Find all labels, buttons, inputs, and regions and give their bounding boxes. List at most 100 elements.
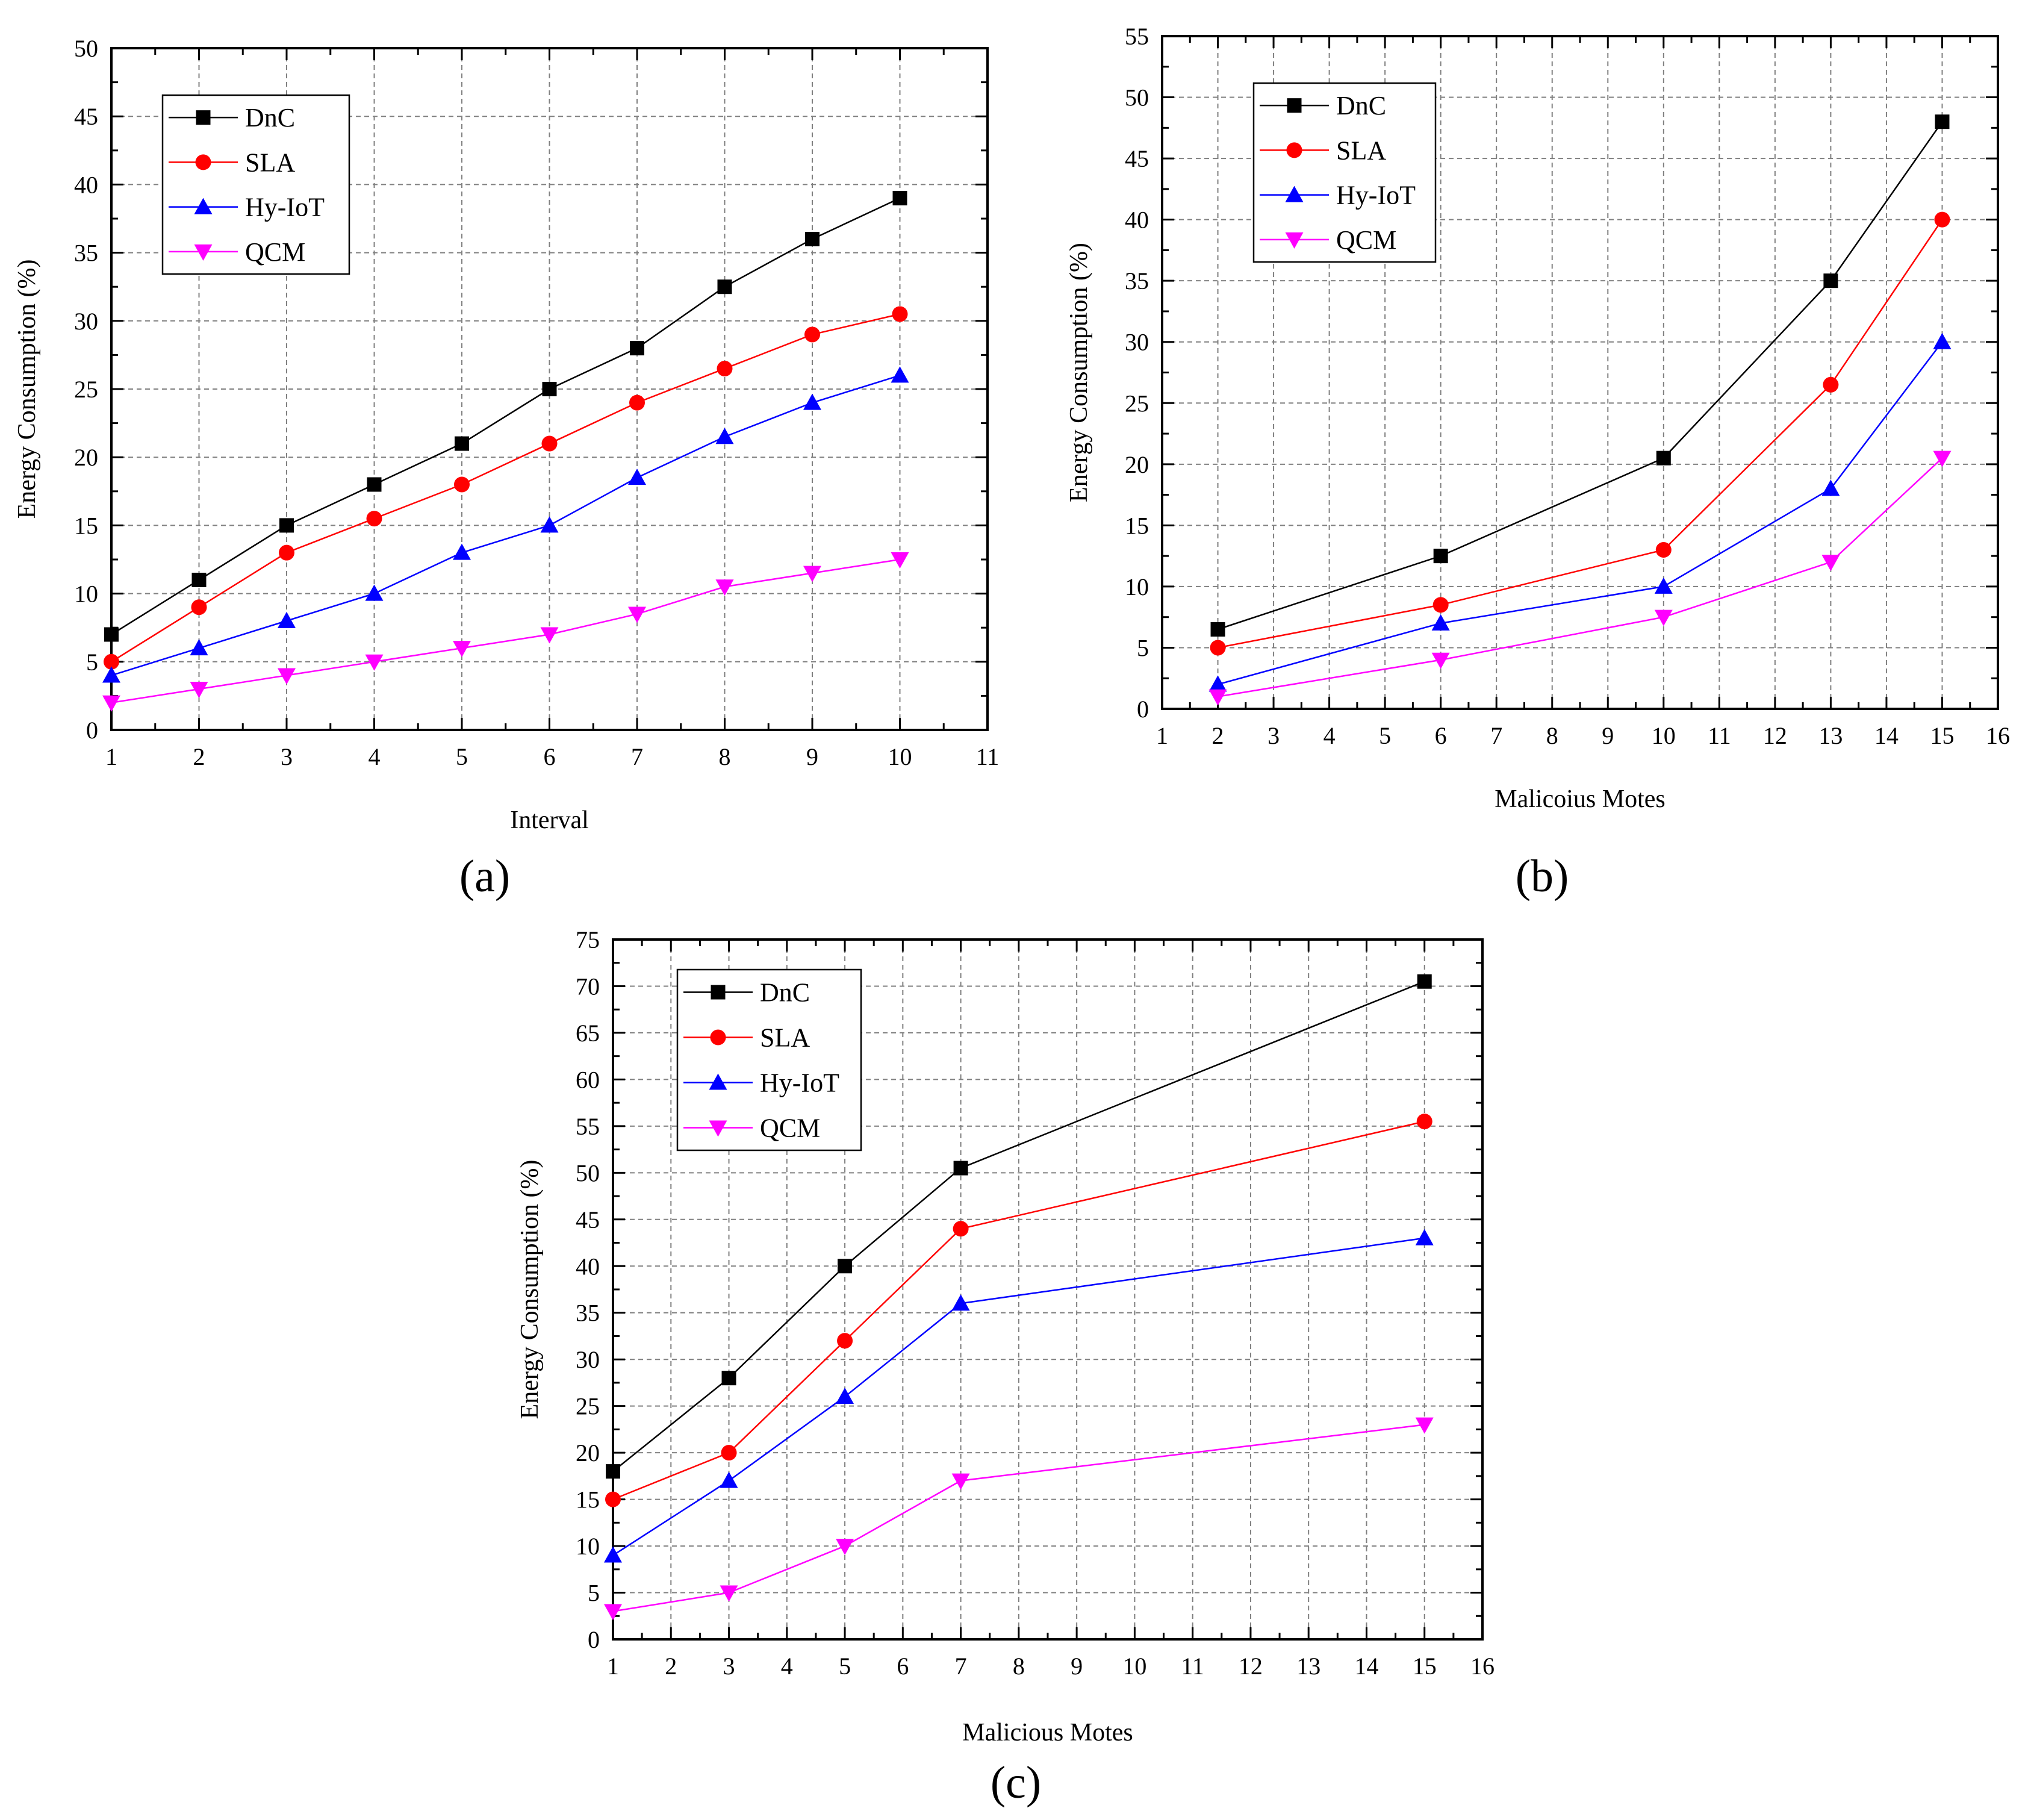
x-tick-label: 4: [781, 1653, 793, 1680]
data-point: [278, 611, 296, 628]
legend-swatch-marker: [711, 985, 726, 1000]
y-tick-label: 10: [576, 1533, 600, 1560]
y-tick-label: 5: [588, 1580, 600, 1607]
series-qcm: [1208, 450, 1952, 706]
chart-panel-b: 1 2 3 4 5 6 7 8 9 10 11 12 13 14 15 1605101520253035404…: [1065, 23, 2010, 902]
x-tick-label: 14: [1874, 722, 1899, 749]
data-point: [717, 361, 733, 377]
data-point: [279, 544, 294, 561]
x-tick-label: 11: [1708, 722, 1731, 749]
y-tick-label: 70: [576, 973, 600, 1000]
x-tick-label: 2: [193, 743, 205, 770]
x-tick-labels: 1 2 3 4 5 6 7 8 9 10 11 12 13 14 15 16: [1156, 722, 2010, 749]
legend-swatch-marker: [194, 244, 213, 261]
data-point: [541, 435, 558, 452]
y-tick-label: 15: [576, 1486, 600, 1513]
legend-label: Hy-IoT: [760, 1068, 839, 1098]
data-point: [542, 382, 557, 396]
y-tick-label: 15: [74, 512, 98, 539]
legend-item-dnc: DnC: [1260, 91, 1386, 120]
legend-item-hy-iot: Hy-IoT: [169, 193, 325, 222]
data-point: [1656, 450, 1671, 466]
panel-label: (c): [991, 1757, 1041, 1808]
y-axis-title: Energy Consumption (%): [13, 260, 41, 519]
x-tick-label: 4: [369, 743, 381, 770]
series-sla: [605, 1114, 1432, 1507]
x-tick-label: 16: [1986, 722, 2010, 749]
data-point: [721, 1371, 736, 1386]
data-point: [606, 1464, 620, 1479]
data-point: [190, 639, 208, 656]
data-point: [1654, 609, 1673, 626]
x-axis-title: Malicious Motes: [962, 1719, 1133, 1747]
legend-swatch-marker: [196, 110, 211, 125]
data-point: [1655, 541, 1672, 558]
y-tick-label: 35: [74, 240, 98, 267]
x-tick-label: 5: [839, 1653, 851, 1680]
x-tick-label: 3: [281, 743, 293, 770]
y-tick-label: 35: [1125, 267, 1149, 295]
series-qcm: [102, 552, 909, 712]
panel-label: (b): [1516, 851, 1569, 902]
data-point: [715, 579, 734, 596]
data-point: [1821, 555, 1840, 572]
data-point: [951, 1294, 970, 1311]
data-point: [1208, 689, 1227, 706]
x-tick-label: 6: [544, 743, 556, 770]
chart-panel-c: 1 2 3 4 5 6 7 8 9 10 11 12 13 14 15 1605101520253035404…: [516, 926, 1495, 1808]
legend-swatch-marker: [1285, 185, 1304, 202]
data-point: [104, 653, 119, 670]
data-point: [1210, 640, 1226, 656]
data-point: [891, 552, 909, 569]
x-tick-label: 10: [1122, 1653, 1146, 1680]
x-tick-labels: 1 2 3 4 5 6 7 8 9 10 11: [105, 743, 999, 770]
x-tick-label: 6: [1435, 722, 1447, 749]
legend-label: QCM: [1336, 225, 1396, 255]
data-point: [1433, 549, 1448, 564]
data-point: [1933, 332, 1952, 349]
data-point: [1432, 597, 1449, 613]
legend-item-hy-iot: Hy-IoT: [683, 1068, 839, 1098]
y-tick-label: 15: [1125, 512, 1149, 539]
data-point: [628, 469, 646, 485]
data-point: [1415, 1229, 1434, 1245]
legend-item-qcm: QCM: [1260, 225, 1396, 255]
y-tick-label: 20: [1125, 451, 1149, 478]
data-point: [1210, 622, 1225, 637]
y-tick-label: 20: [576, 1439, 600, 1466]
chart-panel-a: 1 2 3 4 5 6 7 8 9 10 1105101520253035404550Interva…: [13, 35, 999, 902]
legend-label: Hy-IoT: [1336, 181, 1416, 210]
data-point: [951, 1473, 970, 1490]
y-tick-label: 25: [576, 1393, 600, 1420]
data-point: [1208, 675, 1227, 692]
data-point: [190, 682, 208, 699]
x-tick-label: 1: [607, 1653, 619, 1680]
x-tick-label: 5: [456, 743, 468, 770]
data-point: [1431, 652, 1450, 669]
y-tick-labels: 0 5 10 15 20 25 30 35 40 45 50 55 60 65 70 75: [576, 926, 600, 1653]
y-tick-label: 75: [576, 926, 600, 953]
data-point: [454, 476, 470, 493]
data-point: [804, 326, 820, 343]
data-point: [715, 428, 734, 444]
data-point: [1416, 1114, 1432, 1130]
legend-box: [1252, 82, 1437, 263]
data-point: [892, 191, 907, 206]
x-tick-label: 14: [1354, 1653, 1378, 1680]
series-hy-iot: [1208, 332, 1952, 692]
data-point: [1935, 114, 1950, 129]
data-point: [1934, 211, 1950, 228]
series-hy-iot: [102, 366, 909, 683]
legend-item-dnc: DnC: [683, 978, 810, 1008]
data-point: [1417, 974, 1432, 989]
x-tick-label: 15: [1930, 722, 1954, 749]
data-point: [104, 627, 119, 642]
data-point: [803, 393, 821, 410]
axis-ticks: [612, 938, 1484, 1641]
data-point: [836, 1388, 854, 1404]
x-tick-label: 1: [1156, 722, 1168, 749]
legend-swatch-marker: [1285, 232, 1304, 249]
x-tick-label: 7: [631, 743, 643, 770]
series-dnc: [606, 974, 1432, 1479]
